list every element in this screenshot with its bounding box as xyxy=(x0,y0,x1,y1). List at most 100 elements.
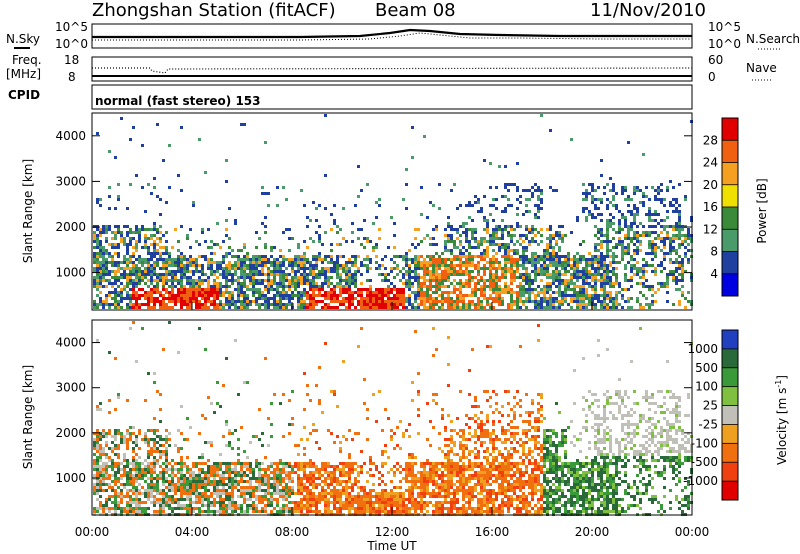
range-cell xyxy=(594,279,597,282)
range-cell xyxy=(327,294,330,297)
range-cell xyxy=(435,264,438,267)
range-cell xyxy=(120,462,123,465)
range-cell xyxy=(444,270,447,273)
range-cell xyxy=(546,264,549,267)
range-cell xyxy=(618,219,621,222)
range-cell xyxy=(462,231,465,234)
range-cell xyxy=(339,471,342,474)
range-cell xyxy=(246,510,249,513)
range-cell xyxy=(513,261,516,264)
range-cell xyxy=(204,240,207,243)
range-cell xyxy=(648,240,651,243)
range-cell xyxy=(129,255,132,258)
range-cell xyxy=(282,294,285,297)
range-cell xyxy=(153,504,156,507)
range-cell xyxy=(114,465,117,468)
range-cell xyxy=(459,204,462,207)
range-cell xyxy=(474,303,477,306)
range-cell xyxy=(111,291,114,294)
range-cell xyxy=(141,471,144,474)
range-cell xyxy=(165,240,168,243)
range-cell xyxy=(96,276,99,279)
range-cell xyxy=(504,267,507,270)
range-cell xyxy=(312,300,315,303)
range-cell xyxy=(642,201,645,204)
range-cell xyxy=(465,303,468,306)
range-cell xyxy=(111,495,114,498)
range-cell xyxy=(120,498,123,501)
range-cell xyxy=(129,504,132,507)
range-cell xyxy=(642,258,645,261)
range-cell xyxy=(393,303,396,306)
range-cell xyxy=(96,444,99,447)
range-cell xyxy=(219,291,222,294)
range-cell xyxy=(120,435,123,438)
range-cell xyxy=(678,183,681,186)
range-cell xyxy=(267,303,270,306)
range-cell xyxy=(423,294,426,297)
range-cell xyxy=(240,510,243,513)
range-cell xyxy=(669,270,672,273)
range-cell xyxy=(447,297,450,300)
range-cell xyxy=(387,279,390,282)
range-cell xyxy=(453,273,456,276)
range-cell xyxy=(591,183,594,186)
range-cell xyxy=(141,279,144,282)
range-cell xyxy=(630,237,633,240)
range-cell xyxy=(360,288,363,291)
range-cell xyxy=(159,393,162,396)
range-cell xyxy=(141,186,144,189)
range-cell xyxy=(156,447,159,450)
range-cell xyxy=(216,297,219,300)
range-cell xyxy=(102,267,105,270)
range-cell xyxy=(498,246,501,249)
range-cell xyxy=(207,459,210,462)
range-cell xyxy=(426,279,429,282)
range-cell xyxy=(609,219,612,222)
range-cell xyxy=(441,297,444,300)
range-cell xyxy=(585,219,588,222)
range-cell xyxy=(114,453,117,456)
range-cell xyxy=(249,300,252,303)
range-cell xyxy=(117,270,120,273)
range-cell xyxy=(492,231,495,234)
range-cell xyxy=(129,282,132,285)
range-cell xyxy=(366,291,369,294)
range-cell xyxy=(378,204,381,207)
range-cell xyxy=(306,507,309,510)
range-cell xyxy=(606,291,609,294)
range-cell xyxy=(561,297,564,300)
range-cell xyxy=(306,258,309,261)
range-cell xyxy=(288,507,291,510)
range-cell xyxy=(642,192,645,195)
range-cell xyxy=(300,189,303,192)
range-cell xyxy=(678,210,681,213)
range-cell xyxy=(510,282,513,285)
range-cell xyxy=(489,186,492,189)
range-cell xyxy=(531,291,534,294)
range-cell xyxy=(330,492,333,495)
range-cell xyxy=(468,243,471,246)
range-cell xyxy=(243,471,246,474)
range-cell xyxy=(174,285,177,288)
range-cell xyxy=(144,237,147,240)
range-cell xyxy=(309,495,312,498)
range-cell xyxy=(186,468,189,471)
range-cell xyxy=(321,267,324,270)
range-cell xyxy=(264,471,267,474)
range-cell xyxy=(165,462,168,465)
range-cell xyxy=(324,207,327,210)
range-cell xyxy=(321,465,324,468)
range-cell xyxy=(258,495,261,498)
range-cell xyxy=(330,510,333,513)
range-cell xyxy=(603,258,606,261)
range-cell xyxy=(348,294,351,297)
range-cell xyxy=(177,282,180,285)
range-cell xyxy=(246,468,249,471)
range-cell xyxy=(120,507,123,510)
range-cell xyxy=(546,258,549,261)
power-ylabel: Slant Range [km] xyxy=(21,159,35,263)
range-cell xyxy=(375,303,378,306)
range-cell xyxy=(627,204,630,207)
range-cell xyxy=(165,270,168,273)
